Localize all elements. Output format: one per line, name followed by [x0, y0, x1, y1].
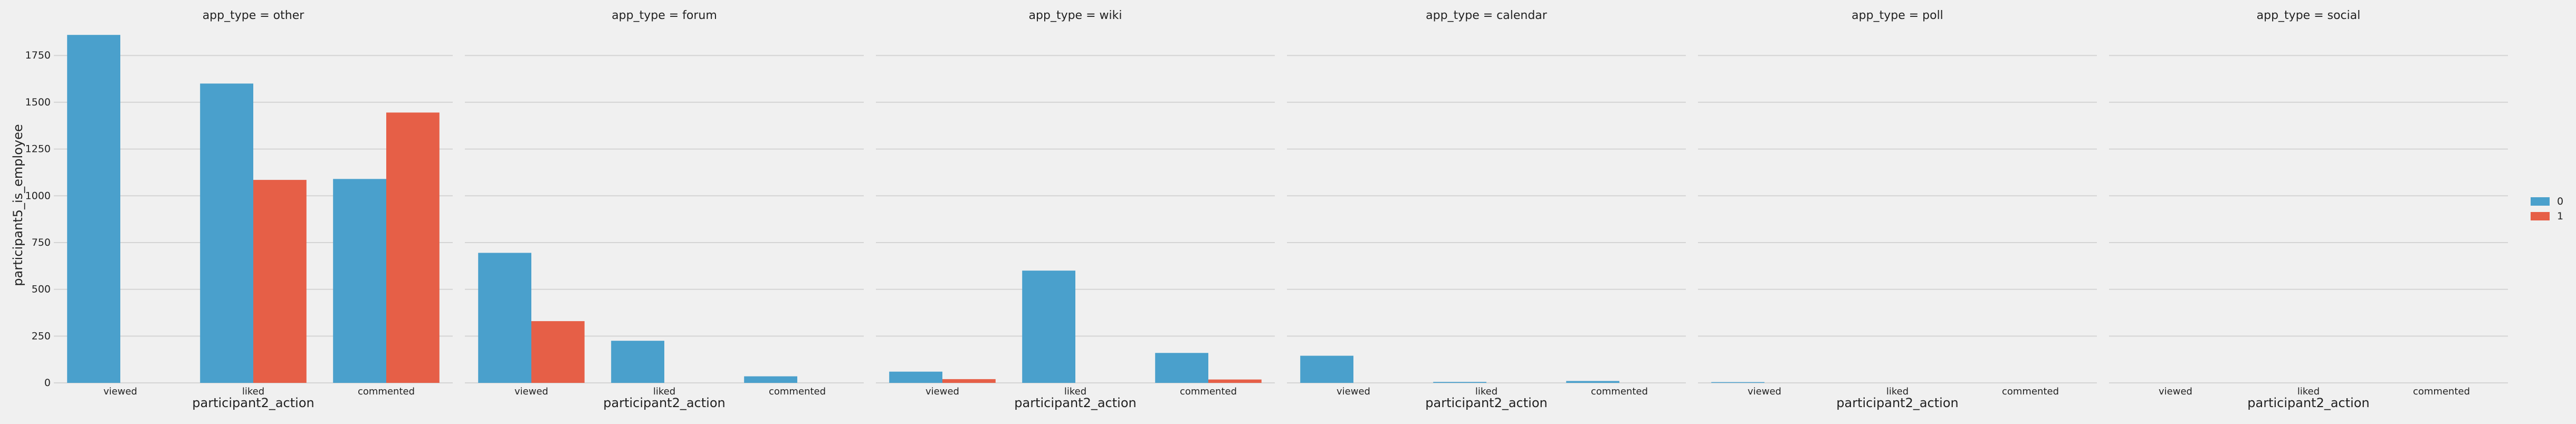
bar-0-commented — [1566, 381, 1619, 383]
y-tick-label: 750 — [32, 237, 51, 248]
y-tick-label: 1750 — [25, 50, 51, 61]
bar-0-liked — [1433, 382, 1486, 383]
x-tick-label: commented — [358, 386, 415, 397]
x-tick-label: viewed — [2159, 386, 2192, 397]
bar-0-viewed — [478, 253, 531, 383]
x-tick-label: commented — [1591, 386, 1648, 397]
bar-1-commented — [1208, 379, 1262, 383]
bar-1-viewed — [942, 379, 996, 383]
x-tick-label: liked — [242, 386, 264, 397]
x-tick-label: commented — [1180, 386, 1237, 397]
bar-0-commented — [744, 376, 797, 383]
x-axis-label: participant2_action — [1836, 396, 1958, 410]
x-axis-label: participant2_action — [1425, 396, 1547, 410]
bar-0-liked — [200, 83, 253, 383]
facet-title: app_type = poll — [1852, 9, 1943, 22]
x-tick-label: liked — [2297, 386, 2320, 397]
y-tick-label: 1500 — [25, 97, 51, 108]
x-axis-label: participant2_action — [603, 396, 725, 410]
y-tick-label: 500 — [32, 284, 51, 295]
bar-0-liked — [611, 341, 664, 383]
x-tick-label: commented — [2002, 386, 2059, 397]
facet-title: app_type = forum — [612, 9, 717, 22]
legend-swatch-0 — [2531, 197, 2550, 206]
x-tick-label: viewed — [1748, 386, 1781, 397]
x-tick-label: liked — [653, 386, 675, 397]
legend-label-1: 1 — [2557, 210, 2563, 222]
facet-title: app_type = social — [2257, 9, 2361, 22]
x-axis-label: participant2_action — [2247, 396, 2369, 410]
bar-0-viewed — [1300, 355, 1353, 383]
bar-0-liked — [1022, 271, 1075, 383]
bar-0-commented — [333, 179, 386, 383]
y-tick-label: 1250 — [25, 143, 51, 155]
y-tick-label: 1000 — [25, 190, 51, 201]
facet-title: app_type = other — [203, 9, 305, 22]
x-tick-label: viewed — [103, 386, 137, 397]
y-tick-label: 0 — [44, 377, 51, 389]
x-tick-label: liked — [1475, 386, 1497, 397]
bar-0-viewed — [889, 371, 942, 383]
bar-0-commented — [1155, 353, 1208, 383]
legend-swatch-1 — [2531, 212, 2550, 220]
x-tick-label: viewed — [1337, 386, 1370, 397]
facet-title: app_type = wiki — [1029, 9, 1122, 22]
x-tick-label: viewed — [514, 386, 548, 397]
x-tick-label: commented — [769, 386, 826, 397]
y-axis-label: participant5_is_employee — [11, 124, 25, 286]
x-tick-label: viewed — [926, 386, 959, 397]
x-tick-label: liked — [1064, 386, 1086, 397]
legend-label-0: 0 — [2557, 196, 2563, 207]
x-axis-label: participant2_action — [192, 396, 314, 410]
bar-0-viewed — [1711, 382, 1764, 383]
bar-1-liked — [253, 180, 307, 383]
y-tick-label: 250 — [32, 330, 51, 342]
facet-title: app_type = calendar — [1426, 9, 1548, 22]
bar-1-viewed — [531, 321, 585, 383]
x-axis-label: participant2_action — [1014, 396, 1136, 410]
x-tick-label: liked — [1886, 386, 1909, 397]
bar-0-viewed — [67, 35, 120, 383]
bar-1-commented — [386, 112, 440, 383]
x-tick-label: commented — [2413, 386, 2470, 397]
